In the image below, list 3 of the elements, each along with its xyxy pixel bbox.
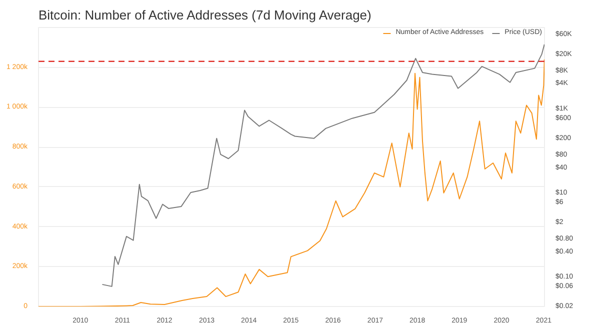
line-series xyxy=(38,58,544,306)
line-series xyxy=(102,44,544,287)
chart-title: Bitcoin: Number of Active Addresses (7d Moving Average) xyxy=(38,8,372,22)
